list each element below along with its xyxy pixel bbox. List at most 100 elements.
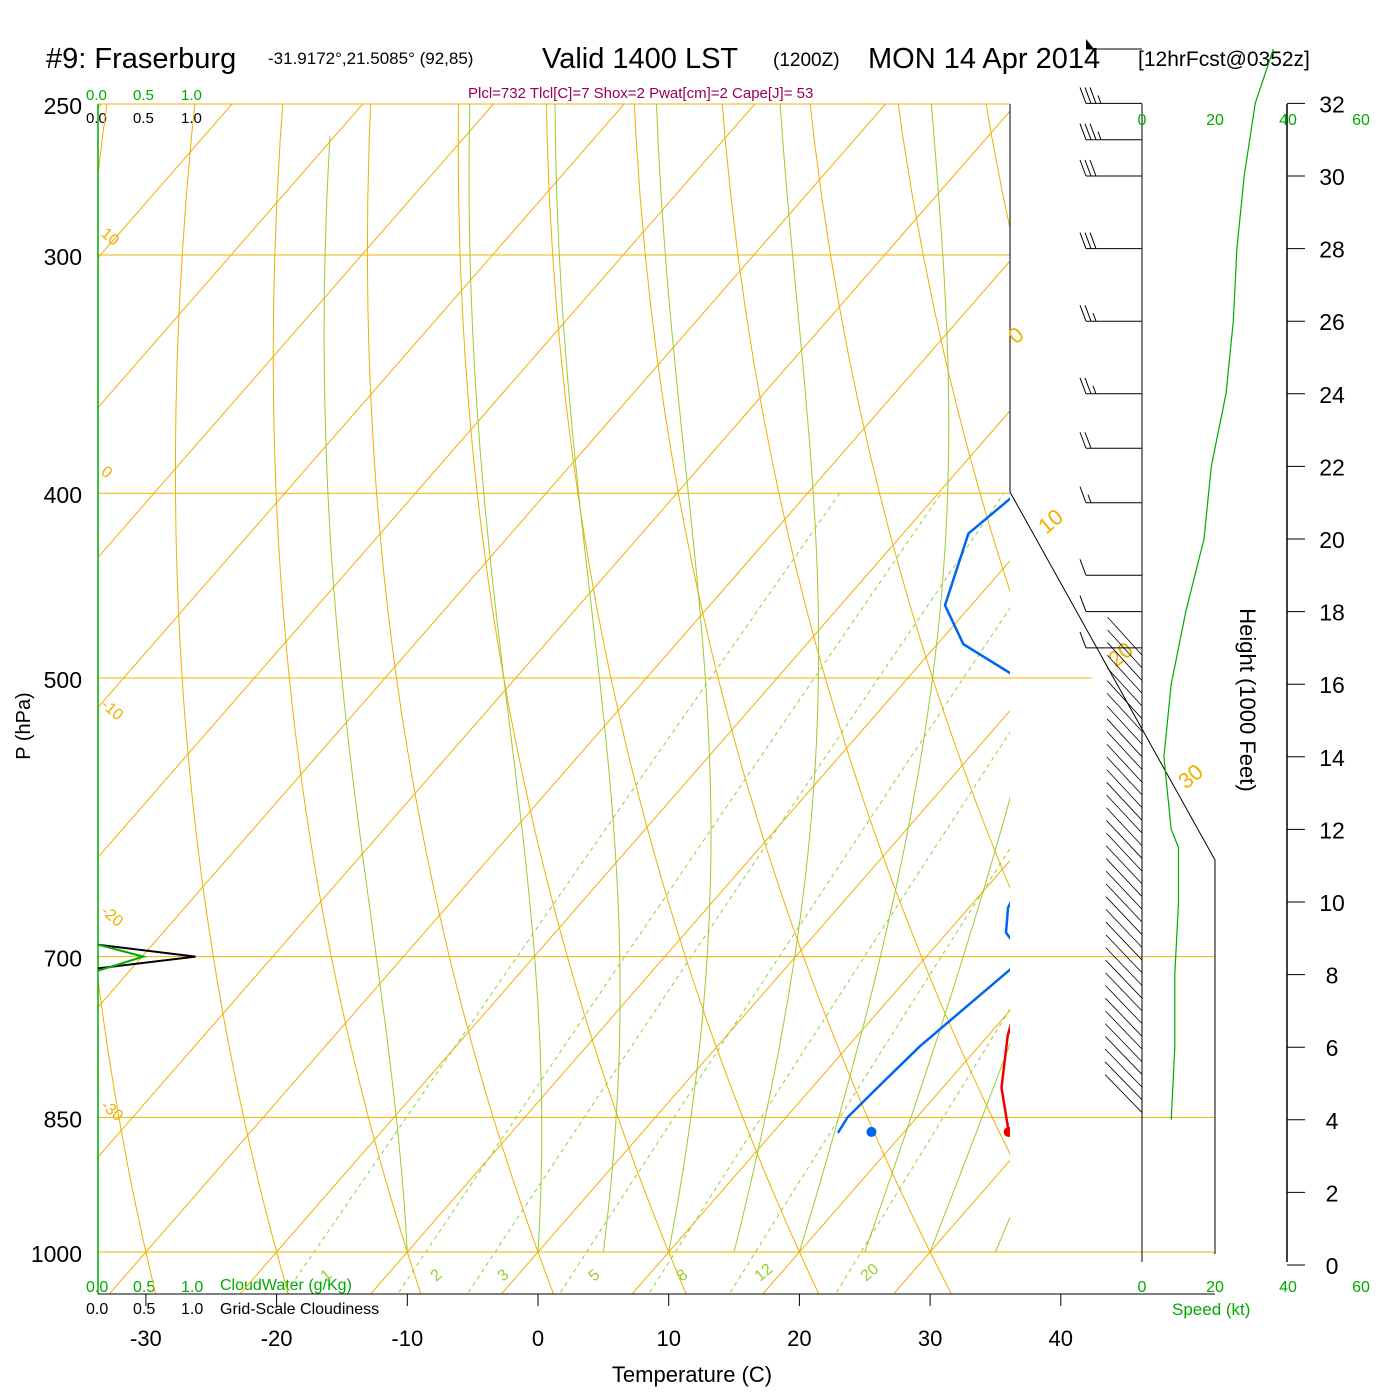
moist-adiabat <box>554 104 621 1253</box>
wind-barb <box>1079 595 1142 613</box>
valid-time: Valid 1400 LST <box>542 43 738 75</box>
height-tick-label: 22 <box>1319 454 1345 480</box>
wind-barb <box>1079 305 1142 322</box>
wind-barb <box>1079 123 1142 141</box>
speed-tick-bottom: 20 <box>1206 1279 1224 1296</box>
isotherm-label-left: 10 <box>97 225 122 250</box>
wind-barb <box>1079 432 1142 449</box>
plot-frame <box>97 104 1216 1295</box>
cloud-profile <box>97 943 196 972</box>
wind-barb-low <box>1106 794 1143 834</box>
height-tick-label: 24 <box>1319 382 1345 408</box>
wind-barb <box>1079 159 1142 177</box>
wind-barb-pennant <box>1086 38 1094 49</box>
isotherm-label-right: 20 <box>1103 637 1138 672</box>
isotherm-line <box>108 260 1010 1294</box>
wind-barb <box>1086 38 1142 50</box>
wind-barb-full <box>1089 232 1097 249</box>
wind-barb-full <box>1079 232 1087 249</box>
speed-tick-bottom: 40 <box>1279 1279 1297 1296</box>
wind-barb-low <box>1106 845 1143 885</box>
dry-adiabat <box>897 104 1010 593</box>
mixing-ratio-line <box>649 731 1010 1293</box>
cloud-scale-top-green: 0.0 0.5 1.0 <box>86 87 202 104</box>
x-tick-label: 30 <box>918 1326 942 1351</box>
wind-barb-low <box>1105 985 1143 1024</box>
height-tick-label: 6 <box>1326 1035 1339 1061</box>
x-tick-label: -10 <box>391 1326 423 1351</box>
cloud-scale-top-black: 0.0 0.5 1.0 <box>86 110 202 127</box>
isotherm-line <box>98 104 756 859</box>
isotherm-line <box>370 560 1010 1294</box>
cloud-scale-top-black-1: 0.5 <box>133 110 154 127</box>
wind-barb-full <box>1079 123 1087 140</box>
pressure-label: 700 <box>44 946 82 972</box>
dry-adiabat <box>1154 70 1400 1316</box>
mixing-ratio-line <box>467 492 1005 1293</box>
wind-barb-low <box>1106 743 1143 783</box>
x-axis-title: Temperature (C) <box>612 1362 772 1387</box>
wind-barb-full <box>1079 305 1087 322</box>
pressure-label: 850 <box>44 1106 82 1132</box>
isotherm-line <box>98 104 625 709</box>
speed-axis-title: Speed (kt) <box>1172 1300 1250 1319</box>
wind-barb-full <box>1079 631 1087 649</box>
isotherm-label-left: 0 <box>97 463 115 482</box>
wind-speed-line <box>1163 48 1274 1120</box>
wind-barb-half <box>1097 95 1102 104</box>
wind-barb-full <box>1089 87 1097 104</box>
mixing-ratio-label: 2 <box>428 1266 446 1285</box>
wind-barb-low <box>1107 655 1143 694</box>
height-tick-label: 10 <box>1319 890 1345 916</box>
isotherm-line <box>98 104 887 1008</box>
right-frame-slant <box>1009 491 1216 1254</box>
isotherm-line <box>762 1009 1010 1294</box>
mixing-ratio-line <box>398 492 942 1293</box>
wind-barb-low <box>1105 972 1143 1012</box>
wind-barb-low <box>1106 718 1143 758</box>
mixing-ratio-line <box>836 1008 1010 1293</box>
dry-adiabat <box>546 104 820 1294</box>
wind-barb <box>1079 232 1142 250</box>
cloudiness-label: Grid-Scale Cloudiness <box>220 1301 379 1318</box>
surface-temperature-dot <box>1003 1126 1010 1137</box>
wind-barb-low <box>1106 693 1143 732</box>
wind-barb-low <box>1104 1048 1143 1088</box>
wind-barb <box>1079 631 1142 649</box>
wind-barb-low <box>1106 756 1143 796</box>
wind-barb <box>1079 486 1142 504</box>
isotherm-line <box>98 104 233 259</box>
height-tick-label: 4 <box>1326 1108 1339 1134</box>
pressure-label: 300 <box>44 244 82 270</box>
wind-barb-low <box>1106 731 1143 770</box>
mixing-ratio-label: 20 <box>858 1261 883 1286</box>
wind-barb-low <box>1106 705 1143 745</box>
wind-barb-low <box>1104 1074 1143 1113</box>
x-tick-label: 0 <box>532 1326 544 1351</box>
surface-dewpoint-dot <box>866 1126 877 1137</box>
wind-barb-low <box>1106 820 1143 859</box>
wind-barb-full <box>1079 486 1087 503</box>
cloud-scale-top-green-1: 0.5 <box>133 87 154 104</box>
dry-adiabat <box>366 104 555 1294</box>
wind-barb-full <box>1079 432 1087 449</box>
wind-barb-low <box>1105 934 1143 974</box>
wind-barb-half <box>1092 385 1097 394</box>
wind-barb-full <box>1084 305 1092 322</box>
isotherm-line <box>98 110 1010 1158</box>
cloud-scale-bottom-green-0: 0.0 <box>86 1279 108 1296</box>
wind-barb-full <box>1089 123 1097 140</box>
forecast-label: [12hrFcst@0352z] <box>1138 48 1310 71</box>
cloud-scale-bottom-black-0: 0.0 <box>86 1301 108 1318</box>
speed-tick-bottom: 60 <box>1352 1279 1370 1296</box>
pressure-label: 400 <box>44 482 82 508</box>
isotherm-label-left: -30 <box>97 1097 126 1125</box>
dry-adiabat <box>272 104 422 1294</box>
isotherm-label-right: 0 <box>1003 322 1028 349</box>
moist-adiabat <box>323 136 408 1253</box>
wind-barb-full <box>1084 432 1092 449</box>
wind-barb-full <box>1079 159 1087 177</box>
temperature-line <box>1000 1022 1010 1133</box>
